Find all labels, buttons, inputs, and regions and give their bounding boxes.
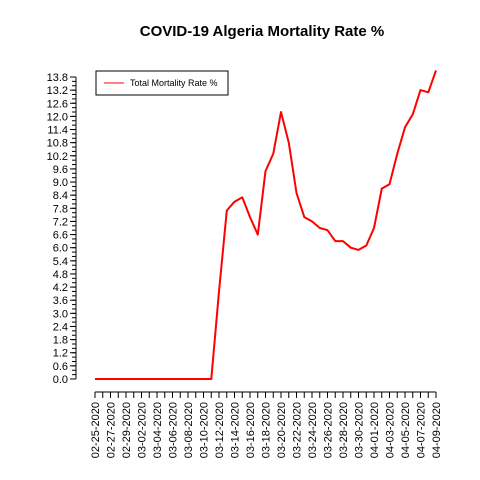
y-tick-label: 11.4 bbox=[47, 125, 68, 137]
x-tick-label: 03-26-2020 bbox=[323, 402, 335, 458]
x-tick-label: 03-08-2020 bbox=[183, 402, 195, 458]
y-tick-label: 12.6 bbox=[47, 98, 68, 110]
y-tick-label: 10.8 bbox=[47, 138, 68, 150]
y-tick-label: 2.4 bbox=[53, 321, 68, 333]
x-tick-label: 03-06-2020 bbox=[168, 402, 180, 458]
x-tick-label: 03-30-2020 bbox=[354, 402, 366, 458]
y-tick-label: 13.2 bbox=[47, 85, 68, 97]
y-tick-label: 1.2 bbox=[53, 348, 68, 360]
x-tick-label: 03-14-2020 bbox=[230, 402, 242, 458]
y-tick-label: 8.4 bbox=[53, 190, 68, 202]
y-tick-label: 7.8 bbox=[53, 203, 68, 215]
x-tick-label: 03-24-2020 bbox=[307, 402, 319, 458]
y-tick-label: 6.6 bbox=[53, 230, 68, 242]
y-tick-label: 3.6 bbox=[53, 295, 68, 307]
y-axis: 0.00.61.21.8 2.43.03.64.24.85.46.06.6 7.27… bbox=[47, 72, 77, 386]
chart-title: COVID-19 Algeria Mortality Rate % bbox=[140, 23, 385, 40]
y-tick-label: 9.0 bbox=[53, 177, 68, 189]
y-tick-label: 3.0 bbox=[53, 308, 68, 320]
x-tick-label: 02-27-2020 bbox=[106, 402, 118, 458]
x-tick-label: 03-16-2020 bbox=[245, 402, 257, 458]
y-tick-label: 12.0 bbox=[47, 111, 68, 123]
x-tick-label: 04-09-2020 bbox=[431, 402, 443, 458]
y-tick-label: 9.6 bbox=[53, 164, 68, 176]
legend: Total Mortality Rate % bbox=[95, 70, 229, 96]
x-tick-label: 02-25-2020 bbox=[90, 402, 102, 458]
y-tick-label: 7.2 bbox=[53, 216, 68, 228]
y-tick-label: 4.2 bbox=[53, 282, 68, 294]
x-tick-label: 04-01-2020 bbox=[369, 402, 381, 458]
x-tick-label: 03-12-2020 bbox=[214, 402, 226, 458]
y-tick-label: 5.4 bbox=[53, 256, 68, 268]
x-tick-label: 04-03-2020 bbox=[385, 402, 397, 458]
x-tick-label: 04-05-2020 bbox=[400, 402, 412, 458]
y-tick-label: 13.8 bbox=[47, 72, 68, 84]
y-tick-label: 0.6 bbox=[53, 361, 68, 373]
plot-series bbox=[94, 70, 437, 380]
y-tick-label: 1.8 bbox=[53, 335, 68, 347]
series-line-total-mortality-rate bbox=[95, 70, 437, 380]
legend-label: Total Mortality Rate % bbox=[130, 78, 218, 88]
y-tick-label: 0.0 bbox=[53, 374, 68, 386]
y-tick-label: 6.0 bbox=[53, 243, 68, 255]
y-tick-label: 4.8 bbox=[53, 269, 68, 281]
x-tick-label: 02-29-2020 bbox=[121, 402, 133, 458]
x-tick-label: 03-20-2020 bbox=[276, 402, 288, 458]
x-tick-label: 03-28-2020 bbox=[338, 402, 350, 458]
x-tick-label: 03-18-2020 bbox=[261, 402, 273, 458]
x-tick-label: 03-22-2020 bbox=[292, 402, 304, 458]
x-axis: 02-25-2020 02-27-2020 02-29-2020 03-02-2020… bbox=[90, 391, 443, 458]
x-tick-label: 03-04-2020 bbox=[152, 402, 164, 458]
x-tick-label: 03-10-2020 bbox=[199, 402, 211, 458]
y-tick-label: 10.2 bbox=[47, 151, 68, 163]
x-tick-label: 04-07-2020 bbox=[416, 402, 428, 458]
x-tick-label: 03-02-2020 bbox=[137, 402, 149, 458]
